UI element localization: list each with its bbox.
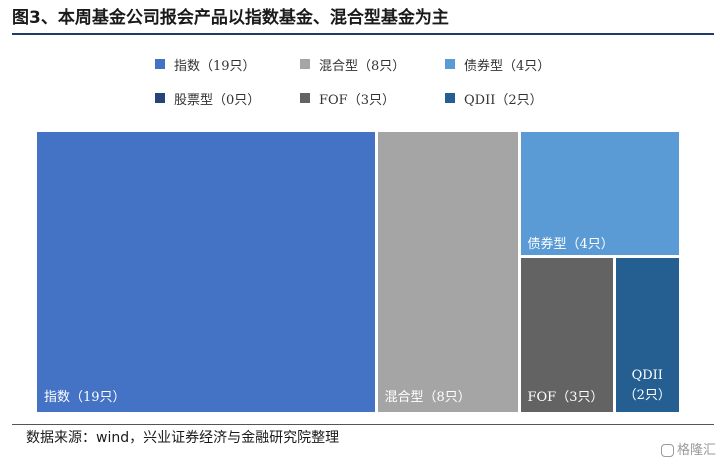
legend-label: 股票型（0只） [174, 92, 261, 108]
legend-item: 股票型（0只） [155, 90, 300, 108]
treemap-tile [520, 132, 679, 255]
legend-swatch [445, 59, 455, 69]
watermark-logo-icon [660, 444, 674, 457]
treemap-tile [37, 132, 375, 412]
tile-label: 指数（19只） [44, 390, 126, 405]
legend-label: 指数（19只） [174, 58, 256, 74]
tile-label-line: QDII [631, 368, 663, 383]
tile-label: 混合型（8只） [384, 390, 471, 405]
tile-label: FOF（3只） [527, 390, 604, 405]
legend-label: QDII（2只） [464, 92, 543, 108]
legend-swatch [155, 93, 165, 103]
tile-label: QDII （2只） [624, 366, 671, 406]
legend-item: 债券型（4只） [445, 56, 605, 74]
legend-label: 混合型（8只） [319, 58, 406, 74]
chart-title: 图3、本周基金公司报会产品以指数基金、混合型基金为主 [12, 8, 449, 28]
watermark: 格隆汇 [660, 441, 716, 461]
legend-label: 债券型（4只） [464, 58, 551, 74]
treemap-tile [615, 257, 679, 412]
watermark-text: 格隆汇 [676, 443, 716, 458]
legend-swatch [155, 59, 165, 69]
legend: 指数（19只） 混合型（8只） 债券型（4只） 股票型（0只） FOF（3只） QDII（… [155, 56, 635, 108]
legend-label: FOF（3只） [319, 92, 395, 108]
legend-item: 指数（19只） [155, 56, 300, 74]
legend-item: FOF（3只） [300, 90, 445, 108]
legend-item: 混合型（8只） [300, 56, 445, 74]
footer-divider [12, 424, 714, 425]
source-note: 数据来源：wind，兴业证券经济与金融研究院整理 [26, 430, 340, 446]
tile-label-line: （2只） [623, 388, 671, 403]
title-divider [12, 33, 714, 35]
legend-swatch [300, 93, 310, 103]
legend-swatch [445, 93, 455, 103]
legend-item: QDII（2只） [445, 90, 605, 108]
treemap-tile [520, 257, 613, 412]
tile-label: 债券型（4只） [527, 236, 614, 252]
treemap-tile [377, 132, 518, 412]
legend-swatch [300, 59, 310, 69]
